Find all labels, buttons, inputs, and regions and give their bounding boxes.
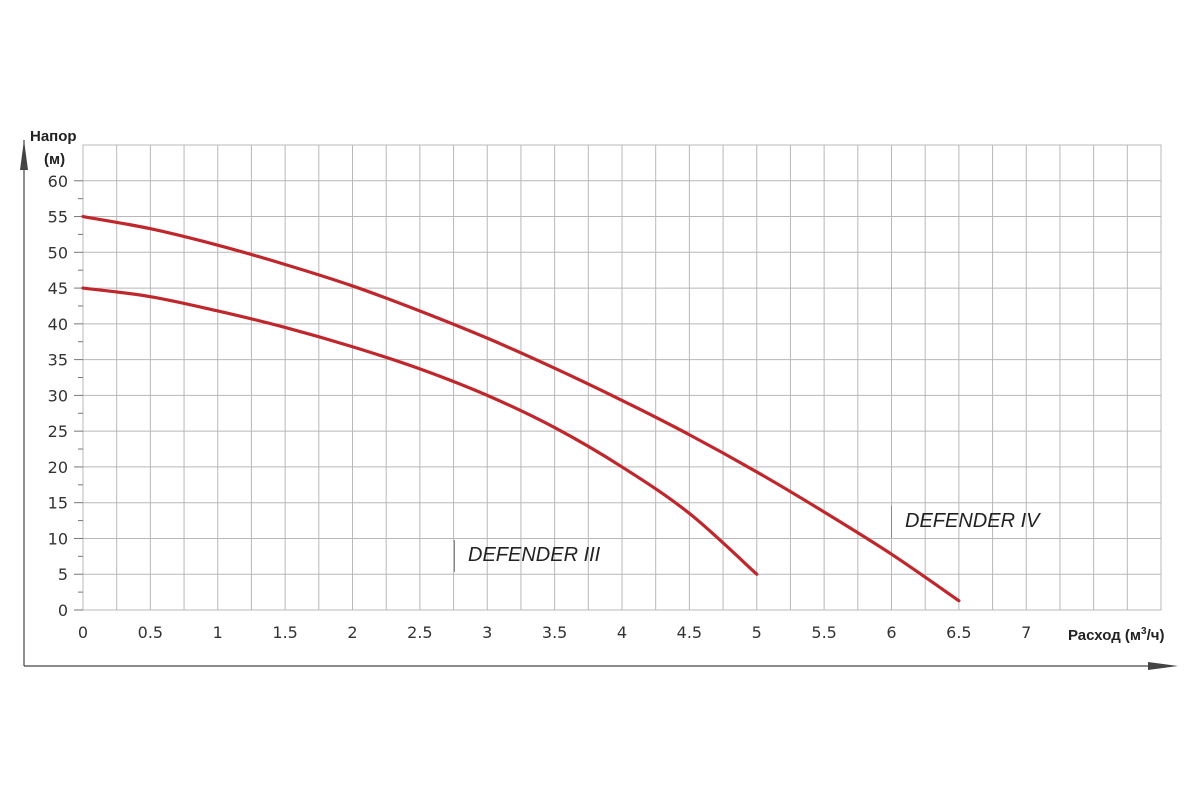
y-tick-label: 15 (48, 494, 68, 513)
x-axis-title-sup: 3 (1141, 626, 1147, 637)
y-tick-label: 10 (48, 529, 68, 548)
x-tick-label: 6 (886, 623, 896, 642)
series-labels: DEFENDER III DEFENDER IV (454, 506, 1041, 572)
x-tick-label: 0 (78, 623, 88, 642)
y-axis-title-line1: Напор (30, 128, 77, 145)
y-tick-label: 5 (58, 565, 68, 584)
series-label-2: DEFENDER IV (905, 510, 1041, 532)
y-tick-label: 55 (48, 208, 68, 227)
x-tick-label: 5 (752, 623, 762, 642)
y-tick-label: 25 (48, 422, 68, 441)
x-tick-label: 1 (213, 623, 223, 642)
series-label-tick (891, 506, 892, 538)
axes (20, 140, 1178, 670)
x-axis-arrow (1148, 662, 1178, 670)
series-line-2 (81, 214, 961, 603)
x-tick-label: 1.5 (272, 623, 297, 642)
y-tick-label: 40 (48, 315, 68, 334)
series-label-1: DEFENDER III (468, 544, 601, 566)
y-axis-title-line2: (м) (44, 151, 65, 168)
x-axis-title-prefix: Расход (м (1068, 627, 1141, 644)
y-tick-label: 0 (58, 601, 68, 620)
y-tick-label: 20 (48, 458, 68, 477)
y-tick-label: 45 (48, 279, 68, 298)
y-tick-label: 50 (48, 243, 68, 262)
x-tick-label: 0.5 (138, 623, 163, 642)
series-line-1 (81, 286, 759, 576)
x-tick-label: 3 (482, 623, 492, 642)
x-tick-label: 4.5 (677, 623, 702, 642)
x-axis-title-suffix: /ч) (1147, 627, 1165, 644)
y-tick-label: 30 (48, 386, 68, 405)
grid (82, 144, 1162, 611)
x-tick-label: 5.5 (811, 623, 836, 642)
x-axis-title: Расход (м3/ч) (1068, 626, 1164, 644)
y-tick-label: 35 (48, 351, 68, 370)
series-label-tick (454, 540, 455, 572)
y-axis-arrow (20, 140, 28, 170)
x-tick-label: 6.5 (946, 623, 971, 642)
x-tick-label: 2 (347, 623, 357, 642)
x-tick-label: 3.5 (542, 623, 567, 642)
x-tick-label: 7 (1021, 623, 1031, 642)
y-tick-label: 60 (48, 172, 68, 191)
series-lines (81, 214, 961, 603)
x-tick-label: 2.5 (407, 623, 432, 642)
x-tick-label: 4 (617, 623, 627, 642)
